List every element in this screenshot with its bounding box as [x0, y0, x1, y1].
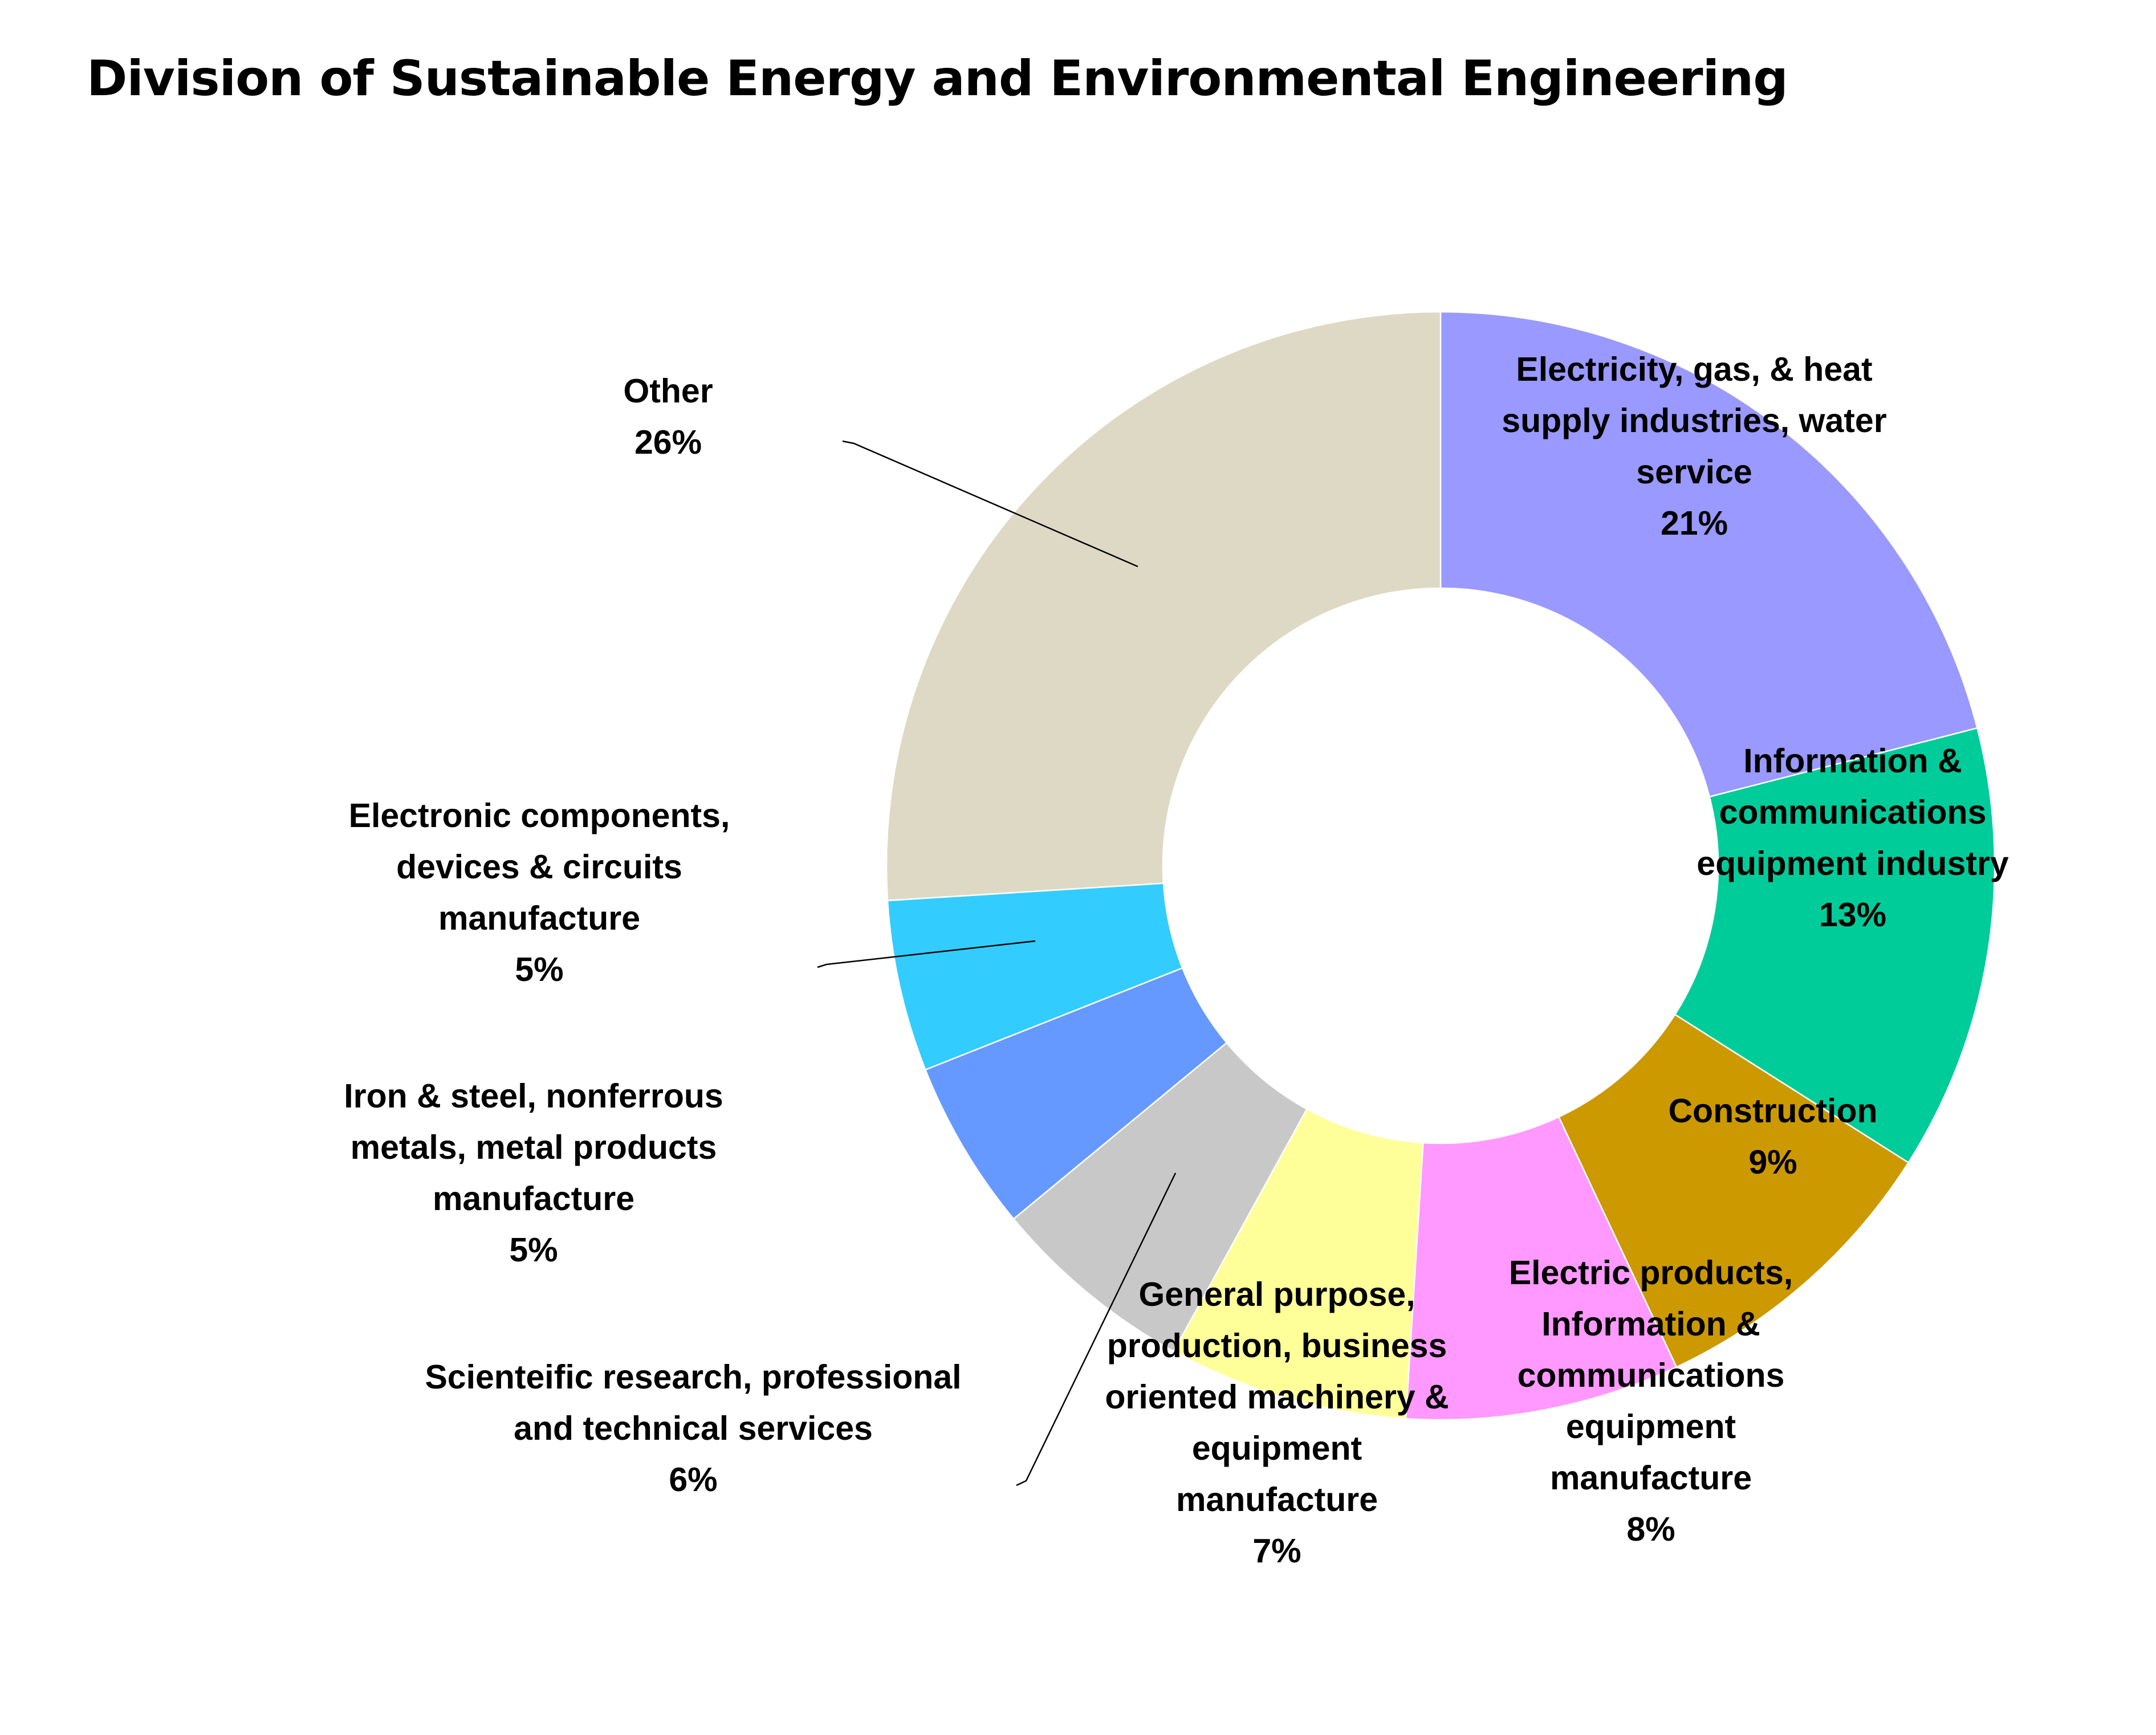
- donut-slice: [1557, 1013, 1910, 1369]
- slice-label-line: equipment: [1566, 1408, 1736, 1445]
- leader-line: [1016, 1172, 1177, 1486]
- slice-percent: 26%: [634, 423, 702, 461]
- slice-label-line: Construction: [1668, 1092, 1877, 1130]
- slice-label-line: manufacture: [438, 899, 640, 937]
- slice-percent: 5%: [515, 951, 563, 988]
- slice-label-line: devices & circuits: [396, 848, 682, 886]
- slice-percent: 9%: [1748, 1143, 1797, 1181]
- slice-label: Other 26%: [623, 372, 713, 461]
- slice-label: General purpose, production, business orie…: [1105, 1276, 1449, 1570]
- slice-label-line: Electricity, gas, & heat: [1516, 351, 1872, 388]
- slice-label-line: Other: [623, 372, 713, 410]
- slice-label-line: service: [1636, 453, 1752, 491]
- leader-line: [817, 940, 1036, 968]
- slice-label-line: equipment industry: [1697, 845, 2009, 882]
- slice-percent: 7%: [1252, 1532, 1301, 1570]
- slice-label-line: equipment: [1192, 1429, 1362, 1467]
- slice-label-line: Scienteific research, professional: [425, 1358, 961, 1396]
- donut-slice: [1012, 1041, 1308, 1353]
- slice-label-line: communications: [1518, 1357, 1785, 1394]
- slice-label-line: manufacture: [1176, 1481, 1378, 1518]
- slice-label: Iron & steel, nonferrous metals, metal pr…: [344, 1077, 723, 1269]
- slice-label-line: Information &: [1541, 1305, 1760, 1343]
- slice-label-line: Iron & steel, nonferrous: [344, 1077, 723, 1115]
- slice-label-line: General purpose,: [1138, 1276, 1415, 1313]
- slice-label-line: production, business: [1107, 1327, 1447, 1365]
- donut-slice: [1674, 727, 1996, 1164]
- slice-label-line: Information &: [1743, 742, 1962, 780]
- slice-labels: Electricity, gas, & heat supply industrie…: [344, 351, 2009, 1570]
- slice-percent: 6%: [669, 1461, 717, 1498]
- slice-label-line: manufacture: [433, 1180, 634, 1217]
- slice-label-line: Electronic components,: [349, 797, 730, 834]
- slice-label: Electricity, gas, & heat supply industrie…: [1502, 351, 1886, 542]
- slices-layer: [885, 311, 1996, 1421]
- slice-percent: 8%: [1626, 1510, 1675, 1548]
- donut-slice: [1405, 1115, 1678, 1421]
- slice-label-line: supply industries, water: [1502, 402, 1886, 439]
- slice-label: Electronic components, devices & circuits…: [349, 797, 730, 988]
- slice-label-line: communications: [1719, 793, 1987, 831]
- slice-label: Electric products, Information & communica…: [1509, 1254, 1793, 1548]
- slice-label-line: oriented machinery &: [1105, 1378, 1449, 1416]
- slice-percent: 13%: [1819, 896, 1886, 934]
- slice-label: Scienteific research, professional and te…: [425, 1358, 961, 1498]
- donut-slice: [1439, 311, 1978, 798]
- slice-percent: 21%: [1661, 504, 1728, 542]
- slice-label: Construction 9%: [1668, 1092, 1877, 1181]
- donut-slice: [1173, 1108, 1424, 1420]
- chart-title: Division of Sustainable Energy and Envir…: [87, 50, 1788, 107]
- leader-lines: [817, 440, 1177, 1486]
- leader-line: [842, 440, 1138, 568]
- slice-label-line: and technical services: [514, 1410, 873, 1447]
- slice-label-line: metals, metal products: [351, 1129, 717, 1166]
- donut-slice: [885, 311, 1442, 902]
- slice-label-line: manufacture: [1550, 1459, 1752, 1497]
- slice-label: Information & communications equipment ind…: [1697, 742, 2009, 934]
- slice-percent: 5%: [509, 1231, 558, 1269]
- slice-label-line: Electric products,: [1509, 1254, 1793, 1292]
